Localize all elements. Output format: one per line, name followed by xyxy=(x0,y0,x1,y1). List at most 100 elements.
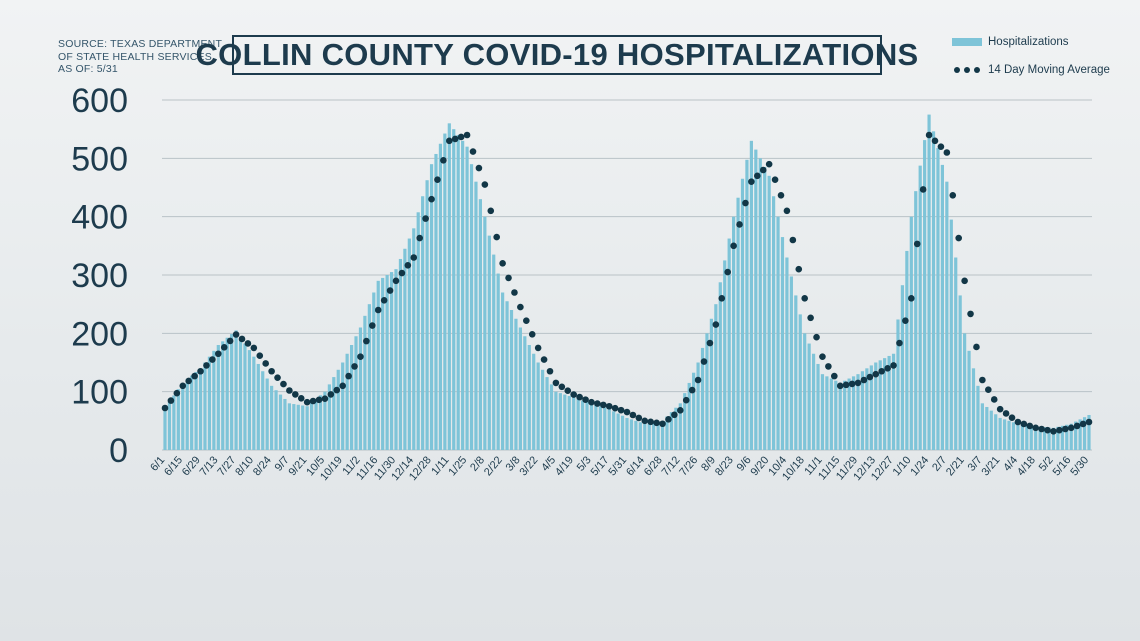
hospitalization-bar xyxy=(958,295,962,450)
hospitalization-bar xyxy=(629,419,634,451)
hospitalization-bar xyxy=(998,417,1002,450)
hospitalization-bar xyxy=(914,191,918,450)
hospitalization-bar xyxy=(429,164,434,451)
hospitalization-bar xyxy=(634,420,638,450)
moving-average-point xyxy=(659,420,666,428)
moving-average-point xyxy=(635,414,643,422)
hospitalization-bar xyxy=(216,345,220,450)
hospitalization-bar xyxy=(167,401,172,450)
moving-average-point xyxy=(315,396,323,404)
moving-average-point xyxy=(523,317,530,324)
moving-average-point xyxy=(819,353,826,360)
hospitalization-bar xyxy=(523,336,527,450)
moving-average-point xyxy=(256,352,264,359)
hospitalization-bar xyxy=(976,385,980,450)
hospitalization-bar xyxy=(336,369,340,450)
hospitalization-bar xyxy=(287,403,291,450)
hospitalization-bar xyxy=(923,140,927,450)
hospitalization-bar xyxy=(696,362,700,450)
moving-average-point xyxy=(505,274,512,282)
hospitalization-bar xyxy=(278,394,283,450)
x-tick-label: 5/30 xyxy=(1068,454,1091,478)
moving-average-point xyxy=(742,199,749,207)
moving-average-point xyxy=(665,415,672,423)
hospitalization-bar xyxy=(732,216,736,450)
legend: Hospitalizations 14 Day Moving Average xyxy=(952,34,1110,90)
hospitalization-bar xyxy=(332,377,336,450)
hospitalization-bar xyxy=(270,385,274,450)
hospitalization-bar xyxy=(1016,423,1020,450)
moving-average-point xyxy=(173,389,181,397)
moving-average xyxy=(161,131,1093,435)
moving-average-point xyxy=(748,178,755,185)
hospitalization-bar xyxy=(638,422,642,450)
moving-average-point xyxy=(167,397,175,404)
hospitalization-bar xyxy=(834,380,838,450)
hospitalization-bar xyxy=(865,368,869,450)
hospitalization-bar xyxy=(603,407,607,450)
hospitalization-bar xyxy=(816,363,820,450)
hospitalization-bar xyxy=(545,377,549,450)
hospitalization-bar xyxy=(905,250,909,450)
hospitalization-bar xyxy=(398,258,403,450)
x-tick-label: 6/28 xyxy=(642,454,665,478)
title-box: COLLIN COUNTY COVID-19 HOSPITALIZATIONS xyxy=(196,35,918,75)
hospitalization-bar xyxy=(647,423,651,450)
hospitalization-bar xyxy=(856,374,860,450)
moving-average-point xyxy=(534,344,542,352)
moving-average-point xyxy=(700,358,708,365)
hospitalization-bar xyxy=(381,277,385,450)
moving-average-point xyxy=(487,207,495,215)
hospitalization-bar xyxy=(536,362,540,450)
moving-average-point xyxy=(831,372,838,380)
y-tick-label: 100 xyxy=(71,374,128,412)
moving-average-point xyxy=(973,343,980,351)
hospitalization-bar xyxy=(1029,425,1033,450)
hospitalization-bar xyxy=(709,318,713,450)
hospitalization-bar xyxy=(447,123,451,450)
moving-average-point xyxy=(931,137,939,145)
x-tick-label: 9/20 xyxy=(748,454,771,478)
hospitalization-bar xyxy=(612,411,616,450)
moving-average-point xyxy=(967,310,974,318)
hospitalization-bar xyxy=(945,181,949,451)
hospitalization-bar xyxy=(665,416,669,450)
moving-average-point xyxy=(339,382,346,390)
hospitalization-bar xyxy=(376,280,380,450)
hospitalization-bar xyxy=(616,413,620,450)
hospitalization-bar xyxy=(487,235,491,450)
hospitalization-bar xyxy=(980,403,984,450)
hospitalization-bar xyxy=(310,402,314,450)
hospitalization-bar xyxy=(736,197,740,450)
hospitalization-bar xyxy=(625,417,629,450)
moving-average-point xyxy=(706,339,714,347)
hospitalization-bar xyxy=(567,396,571,450)
hospitalization-bar xyxy=(283,398,287,450)
x-tick-label: 4/18 xyxy=(1015,454,1038,478)
hospitalization-bar xyxy=(434,153,438,450)
hospitalization-bar xyxy=(492,254,496,450)
moving-average-point xyxy=(949,191,957,199)
x-tick-label: 1/24 xyxy=(908,454,931,478)
x-tick-label: 5/16 xyxy=(1051,454,1074,478)
hospitalization-bar xyxy=(909,216,913,450)
moving-average-point xyxy=(825,363,832,370)
moving-average-point xyxy=(244,340,252,347)
hospitalization-bar xyxy=(940,164,944,450)
moving-average-point xyxy=(380,296,388,304)
hospitalization-bar xyxy=(576,398,580,450)
legend-bar-swatch xyxy=(952,38,982,46)
hospitalization-bar xyxy=(927,114,931,450)
chart-title: COLLIN COUNTY COVID-19 HOSPITALIZATIONS xyxy=(195,37,919,72)
hospitalization-bar xyxy=(461,140,465,450)
hospitalization-bar xyxy=(918,165,922,451)
moving-average-point xyxy=(908,295,915,302)
hospitalization-bar xyxy=(749,140,753,450)
hospitalization-bar xyxy=(785,257,789,450)
hospitalization-bar xyxy=(456,135,460,450)
x-tick-label: 4/19 xyxy=(553,454,576,478)
hospitalization-bar xyxy=(230,334,234,450)
hospitalization-bar xyxy=(198,368,203,450)
legend-label-bars: Hospitalizations xyxy=(988,36,1069,48)
x-tick-label: 8/10 xyxy=(233,454,256,478)
